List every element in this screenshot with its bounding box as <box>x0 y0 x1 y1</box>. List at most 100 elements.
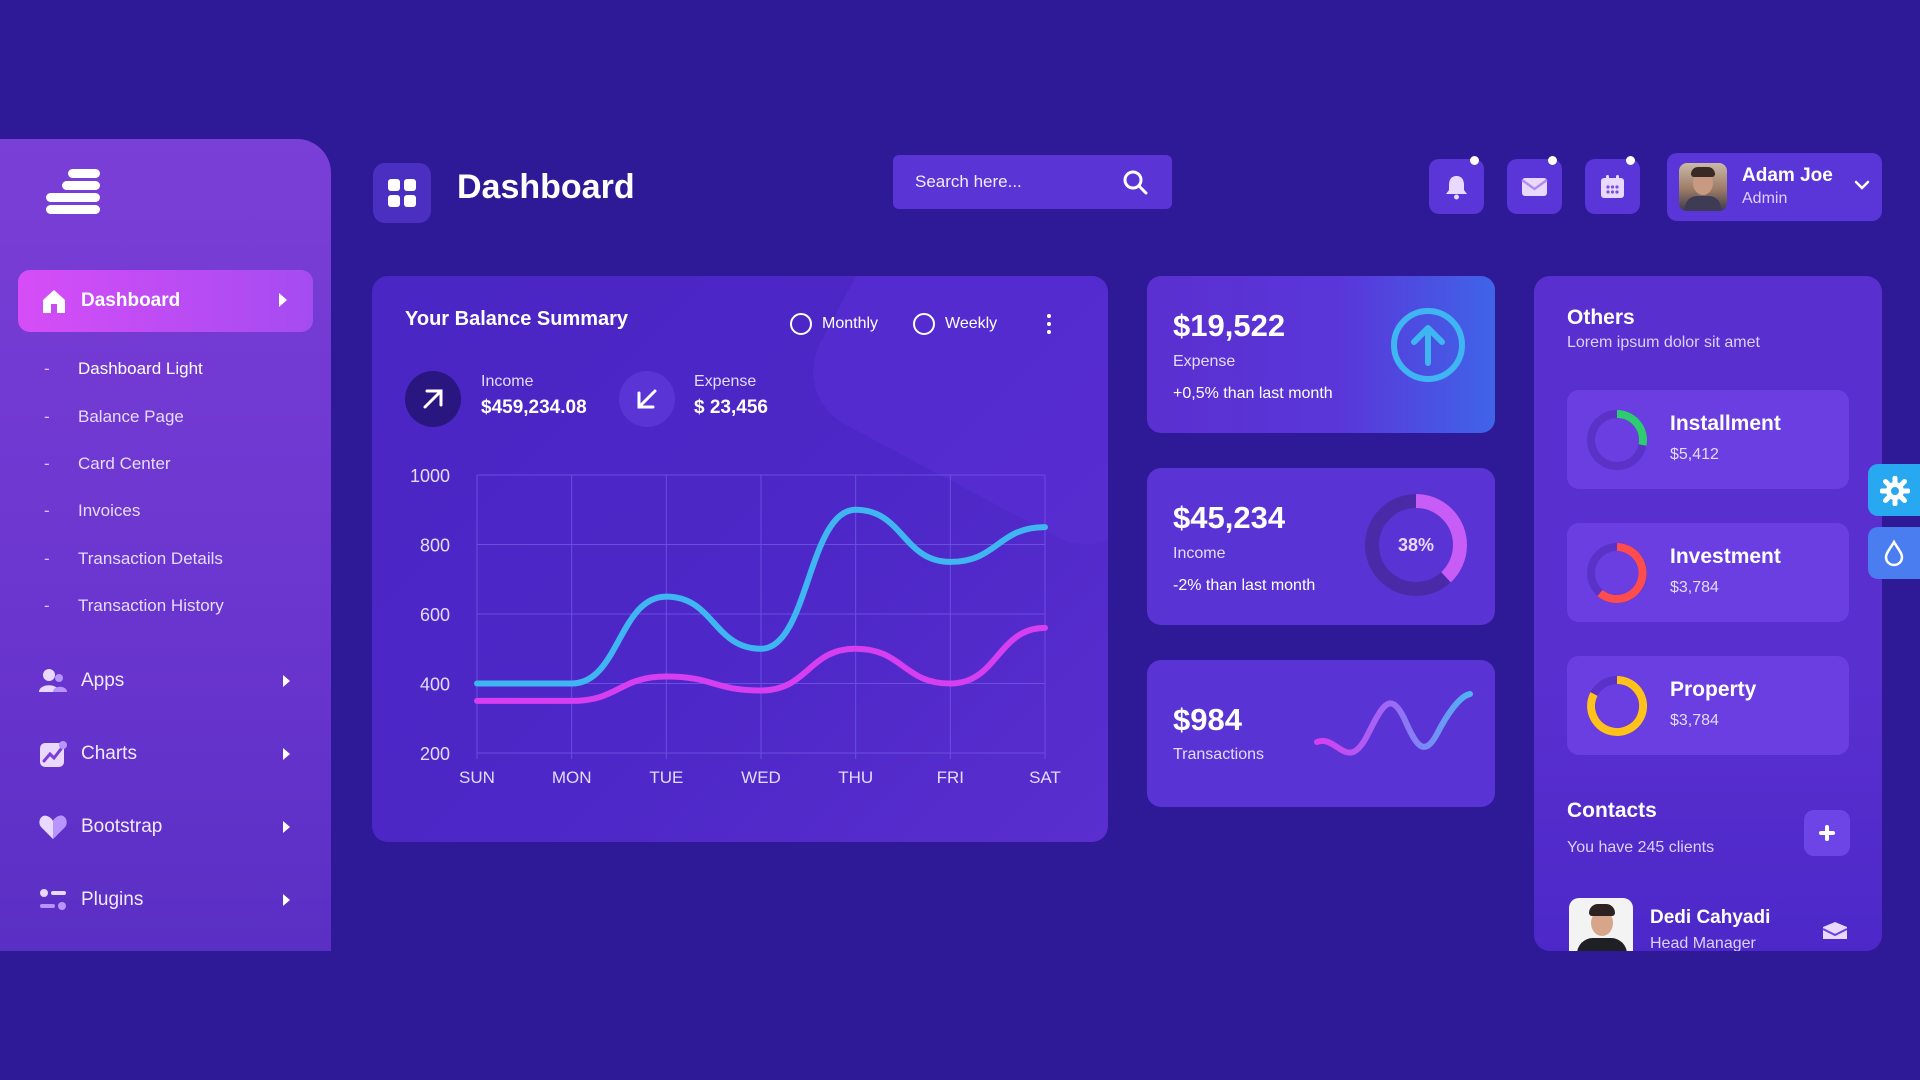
chevron-right-icon <box>283 675 290 687</box>
x-tick-label: THU <box>838 768 873 787</box>
nav-charts[interactable]: Charts <box>38 734 296 774</box>
calendar-icon <box>1601 175 1624 198</box>
monthly-radio[interactable]: Monthly <box>790 313 878 335</box>
x-tick-label: SAT <box>1029 768 1061 787</box>
search-icon[interactable] <box>1122 169 1148 195</box>
y-tick-label: 800 <box>420 536 450 556</box>
chart-icon <box>40 741 67 767</box>
brand-logo-icon[interactable] <box>46 169 100 214</box>
stat-value: $984 <box>1173 702 1242 737</box>
chevron-right-icon <box>283 894 290 906</box>
arrow-up-circle-icon <box>1391 308 1465 382</box>
others-title: Others <box>1567 306 1635 329</box>
stat-note: -2% than last month <box>1173 577 1316 594</box>
x-tick-label: SUN <box>459 768 495 787</box>
arrow-down-left-icon <box>619 371 675 427</box>
contacts-title: Contacts <box>1567 799 1657 822</box>
home-icon <box>43 290 65 313</box>
investment-item[interactable]: Investment $3,784 <box>1567 523 1849 622</box>
calendar-button[interactable] <box>1585 156 1640 214</box>
others-subtitle: Lorem ipsum dolor sit amet <box>1567 334 1760 351</box>
radio-circle-icon <box>913 313 935 335</box>
nav-apps[interactable]: Apps <box>38 661 296 701</box>
contact-name: Dedi Cahyadi <box>1650 907 1771 928</box>
others-panel: Others Lorem ipsum dolor sit amet Instal… <box>1534 276 1882 951</box>
notifications-button[interactable] <box>1429 156 1484 214</box>
sub-item-invoices[interactable]: - Invoices <box>44 501 141 520</box>
y-tick-label: 200 <box>420 744 450 764</box>
income-label: Income <box>481 373 534 390</box>
sub-item-card-center[interactable]: - Card Center <box>44 454 171 473</box>
stat-label: Expense <box>1173 353 1236 370</box>
income-progress-ring: 38% <box>1365 494 1467 596</box>
item-amount: $5,412 <box>1670 446 1719 463</box>
stat-label: Income <box>1173 545 1226 562</box>
notification-dot <box>1470 156 1479 165</box>
dashboard-grid-icon[interactable] <box>373 163 431 223</box>
radio-circle-icon <box>790 313 812 335</box>
settings-button[interactable] <box>1868 464 1920 516</box>
users-icon <box>39 669 67 692</box>
radio-label: Monthly <box>822 315 879 332</box>
message-icon[interactable] <box>1821 921 1849 943</box>
sub-item-label: Transaction History <box>78 596 224 615</box>
y-tick-label: 400 <box>420 675 450 695</box>
expense-label: Expense <box>694 373 757 390</box>
income-percent: 38% <box>1398 535 1434 555</box>
user-menu[interactable]: Adam Joe Admin <box>1667 153 1882 221</box>
more-options-icon[interactable] <box>1047 314 1051 336</box>
sidebar: Dashboard - Dashboard Light - Balance Page… <box>0 139 331 951</box>
item-amount: $3,784 <box>1670 712 1719 729</box>
contact-role: Head Manager <box>1650 935 1756 951</box>
income-value: $459,234.08 <box>481 397 587 418</box>
investment-donut-icon <box>1587 543 1647 603</box>
avatar <box>1679 163 1727 211</box>
sub-item-balance-page[interactable]: - Balance Page <box>44 407 184 426</box>
sub-item-transaction-history[interactable]: - Transaction History <box>44 596 224 615</box>
weekly-radio[interactable]: Weekly <box>913 313 997 335</box>
heart-icon <box>39 815 67 839</box>
sub-item-label: Balance Page <box>78 407 184 426</box>
item-name: Installment <box>1670 412 1781 435</box>
radio-label: Weekly <box>945 315 998 332</box>
item-amount: $3,784 <box>1670 579 1719 596</box>
x-tick-label: FRI <box>937 768 964 787</box>
sub-item-dashboard-light[interactable]: - Dashboard Light <box>44 359 203 378</box>
sub-item-label: Card Center <box>78 454 171 473</box>
nav-bootstrap-label: Bootstrap <box>81 816 163 837</box>
installment-item[interactable]: Installment $5,412 <box>1567 390 1849 489</box>
chevron-right-icon <box>283 821 290 833</box>
gear-icon <box>1880 476 1910 506</box>
item-name: Investment <box>1670 545 1781 568</box>
notification-dot <box>1626 156 1635 165</box>
arrow-up-right-icon <box>405 371 461 427</box>
property-donut-icon <box>1587 676 1648 736</box>
water-drop-icon <box>1884 539 1904 567</box>
nav-charts-label: Charts <box>81 743 137 764</box>
sub-item-transaction-details[interactable]: - Transaction Details <box>44 549 223 568</box>
y-tick-label: 1000 <box>410 466 450 486</box>
property-item[interactable]: Property $3,784 <box>1567 656 1849 755</box>
nav-dashboard-label: Dashboard <box>81 290 181 311</box>
stat-value: $19,522 <box>1173 308 1286 343</box>
add-contact-button[interactable] <box>1804 810 1850 856</box>
sub-item-label: Dashboard Light <box>78 359 203 378</box>
nav-dashboard[interactable]: Dashboard <box>18 270 313 332</box>
series-line-1 <box>474 624 1048 704</box>
theme-button[interactable] <box>1868 527 1920 579</box>
expense-value: $ 23,456 <box>694 397 768 418</box>
messages-button[interactable] <box>1507 156 1562 214</box>
avatar <box>1569 898 1633 951</box>
nav-bootstrap[interactable]: Bootstrap <box>38 807 296 847</box>
nav-plugins-label: Plugins <box>81 889 144 910</box>
search-placeholder: Search here... <box>915 172 1022 191</box>
stat-note: +0,5% than last month <box>1173 385 1333 402</box>
nav-plugins[interactable]: Plugins <box>38 880 296 920</box>
transactions-stat-card: $984 Transactions <box>1147 660 1495 807</box>
search-input[interactable]: Search here... <box>893 155 1172 209</box>
page-title: Dashboard <box>457 168 635 206</box>
x-tick-label: WED <box>741 768 781 787</box>
contacts-subtitle: You have 245 clients <box>1567 839 1715 856</box>
item-name: Property <box>1670 678 1757 701</box>
sub-item-label: Transaction Details <box>78 549 223 568</box>
